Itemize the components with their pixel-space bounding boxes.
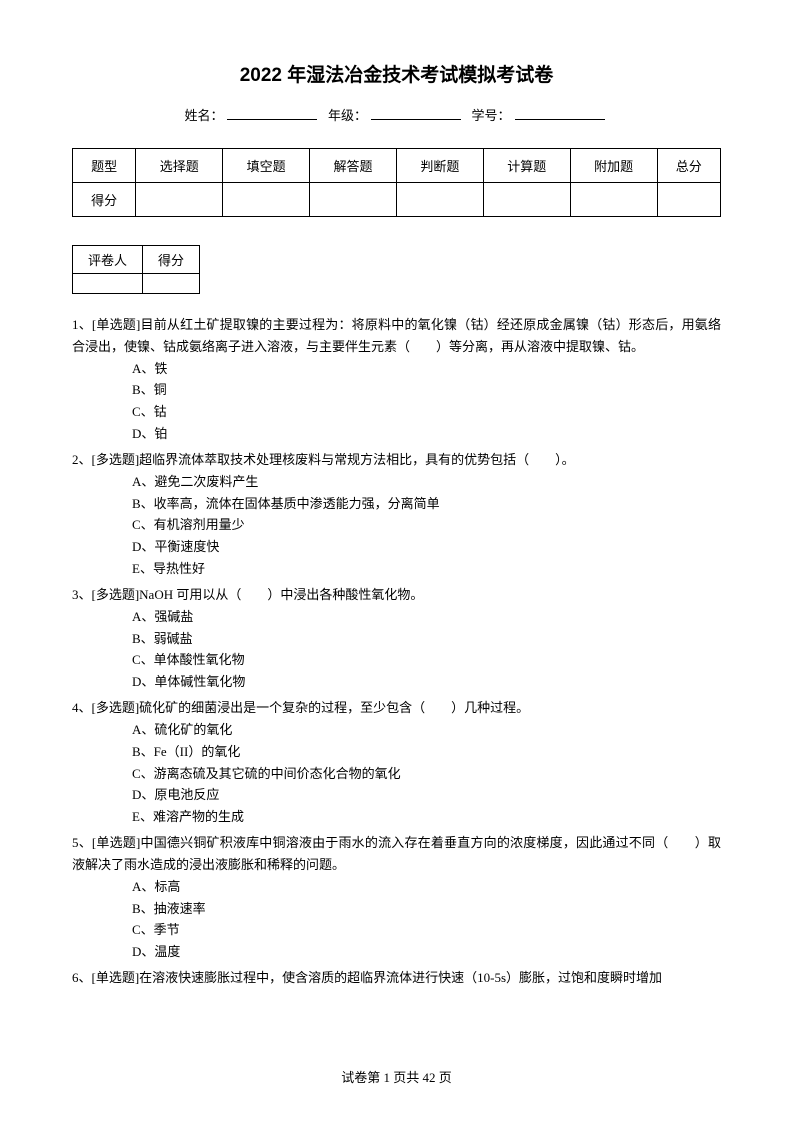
option-item[interactable]: B、弱碱盐 [132,628,721,650]
question-text: 1、[单选题]目前从红土矿提取镍的主要过程为：将原料中的氧化镍（钴）经还原成金属… [72,314,721,358]
option-item[interactable]: D、平衡速度快 [132,536,721,558]
header-cell: 题型 [73,149,136,183]
option-item[interactable]: B、收率高，流体在固体基质中渗透能力强，分离简单 [132,493,721,515]
option-item[interactable]: D、温度 [132,941,721,963]
question: 3、[多选题]NaOH 可用以从（ ）中浸出各种酸性氧化物。A、强碱盐B、弱碱盐… [72,584,721,693]
options-list: A、避免二次废料产生B、收率高，流体在固体基质中渗透能力强，分离简单C、有机溶剂… [72,471,721,580]
score-cell[interactable] [657,183,720,217]
id-label: 学号： [472,108,511,123]
exam-title: 2022 年湿法冶金技术考试模拟考试卷 [72,60,721,87]
header-cell: 附加题 [570,149,657,183]
score-cell[interactable] [483,183,570,217]
page-footer: 试卷第 1 页共 42 页 [0,1067,793,1086]
question: 5、[单选题]中国德兴铜矿积液库中铜溶液由于雨水的流入存在着垂直方向的浓度梯度，… [72,832,721,963]
question-text: 3、[多选题]NaOH 可用以从（ ）中浸出各种酸性氧化物。 [72,584,721,606]
row-label-cell: 得分 [73,183,136,217]
option-item[interactable]: D、原电池反应 [132,784,721,806]
option-item[interactable]: B、抽液速率 [132,898,721,920]
table-row: 评卷人 得分 [73,246,200,274]
questions-container: 1、[单选题]目前从红土矿提取镍的主要过程为：将原料中的氧化镍（钴）经还原成金属… [72,314,721,989]
option-item[interactable]: A、强碱盐 [132,606,721,628]
option-item[interactable]: A、铁 [132,358,721,380]
option-item[interactable]: C、游离态硫及其它硫的中间价态化合物的氧化 [132,763,721,785]
option-item[interactable]: E、导热性好 [132,558,721,580]
table-row [73,274,200,294]
option-item[interactable]: D、单体碱性氧化物 [132,671,721,693]
grade-field[interactable] [371,119,461,120]
header-cell: 总分 [657,149,720,183]
options-list: A、硫化矿的氧化B、Fe（II）的氧化C、游离态硫及其它硫的中间价态化合物的氧化… [72,719,721,828]
question: 2、[多选题]超临界流体萃取技术处理核废料与常规方法相比，具有的优势包括（ ）。… [72,449,721,580]
question-text: 2、[多选题]超临界流体萃取技术处理核废料与常规方法相比，具有的优势包括（ ）。 [72,449,721,471]
name-field[interactable] [227,119,317,120]
student-info-line: 姓名： 年级： 学号： [72,105,721,124]
score-table: 题型 选择题 填空题 解答题 判断题 计算题 附加题 总分 得分 [72,148,721,217]
score-cell[interactable] [396,183,483,217]
question-text: 4、[多选题]硫化矿的细菌浸出是一个复杂的过程，至少包含（ ）几种过程。 [72,697,721,719]
option-item[interactable]: B、Fe（II）的氧化 [132,741,721,763]
question-text: 5、[单选题]中国德兴铜矿积液库中铜溶液由于雨水的流入存在着垂直方向的浓度梯度，… [72,832,721,876]
option-item[interactable]: C、季节 [132,919,721,941]
question-text: 6、[单选题]在溶液快速膨胀过程中，使含溶质的超临界流体进行快速（10-5s）膨… [72,967,721,989]
option-item[interactable]: A、标高 [132,876,721,898]
options-list: A、铁B、铜C、钴D、铂 [72,358,721,445]
score-cell[interactable] [310,183,397,217]
option-item[interactable]: A、硫化矿的氧化 [132,719,721,741]
score-cell[interactable] [143,274,200,294]
question: 4、[多选题]硫化矿的细菌浸出是一个复杂的过程，至少包含（ ）几种过程。A、硫化… [72,697,721,828]
option-item[interactable]: C、单体酸性氧化物 [132,649,721,671]
header-cell: 选择题 [136,149,223,183]
option-item[interactable]: E、难溶产物的生成 [132,806,721,828]
options-list: A、强碱盐B、弱碱盐C、单体酸性氧化物D、单体碱性氧化物 [72,606,721,693]
header-cell: 计算题 [483,149,570,183]
header-cell: 解答题 [310,149,397,183]
reviewer-label: 评卷人 [73,246,143,274]
id-field[interactable] [515,119,605,120]
question: 6、[单选题]在溶液快速膨胀过程中，使含溶质的超临界流体进行快速（10-5s）膨… [72,967,721,989]
option-item[interactable]: D、铂 [132,423,721,445]
question: 1、[单选题]目前从红土矿提取镍的主要过程为：将原料中的氧化镍（钴）经还原成金属… [72,314,721,445]
score-cell[interactable] [136,183,223,217]
reviewer-cell[interactable] [73,274,143,294]
score-cell[interactable] [223,183,310,217]
grader-table: 评卷人 得分 [72,245,200,294]
table-row: 得分 [73,183,721,217]
score-cell[interactable] [570,183,657,217]
score-label: 得分 [143,246,200,274]
options-list: A、标高B、抽液速率C、季节D、温度 [72,876,721,963]
header-cell: 填空题 [223,149,310,183]
name-label: 姓名： [184,108,223,123]
option-item[interactable]: C、有机溶剂用量少 [132,514,721,536]
grade-label: 年级： [328,108,367,123]
header-cell: 判断题 [396,149,483,183]
table-row: 题型 选择题 填空题 解答题 判断题 计算题 附加题 总分 [73,149,721,183]
option-item[interactable]: A、避免二次废料产生 [132,471,721,493]
option-item[interactable]: B、铜 [132,379,721,401]
option-item[interactable]: C、钴 [132,401,721,423]
